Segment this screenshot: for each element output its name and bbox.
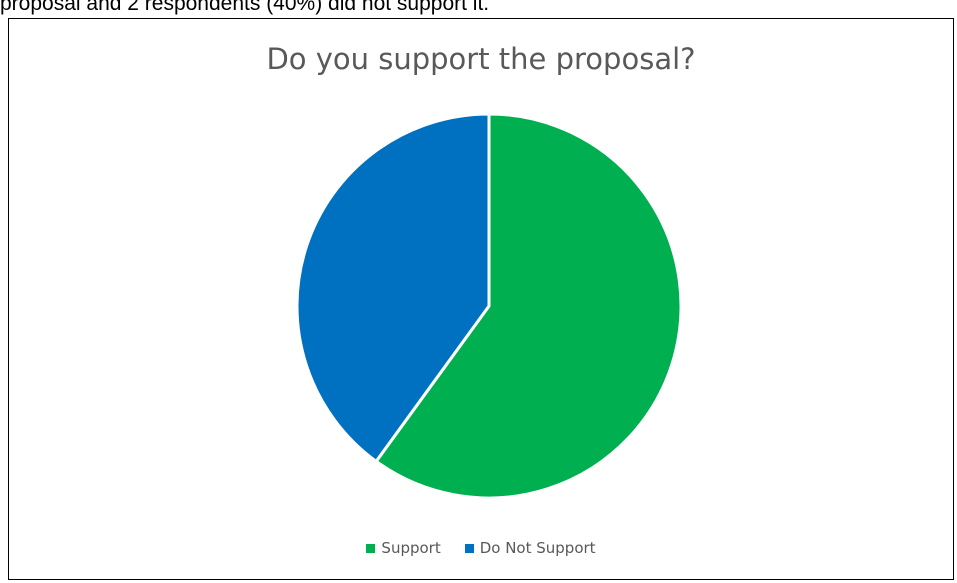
pie-slice-do-not-support: [295, 112, 491, 463]
legend-label: Support: [381, 539, 441, 557]
legend-item-do-not-support: Do Not Support: [464, 539, 596, 557]
legend-item-support: Support: [366, 539, 441, 557]
document-text-line: proposal and 2 respondents (40%) did not…: [0, 0, 490, 15]
pie-chart: [295, 112, 683, 500]
legend-swatch: [366, 543, 376, 553]
legend-label: Do Not Support: [479, 539, 596, 557]
legend-swatch: [464, 543, 474, 553]
chart-frame: Do you support the proposal? Support Do N…: [8, 18, 954, 580]
pie-slice-support: [374, 112, 683, 500]
chart-legend: Support Do Not Support: [9, 539, 953, 557]
chart-title: Do you support the proposal?: [266, 42, 696, 76]
